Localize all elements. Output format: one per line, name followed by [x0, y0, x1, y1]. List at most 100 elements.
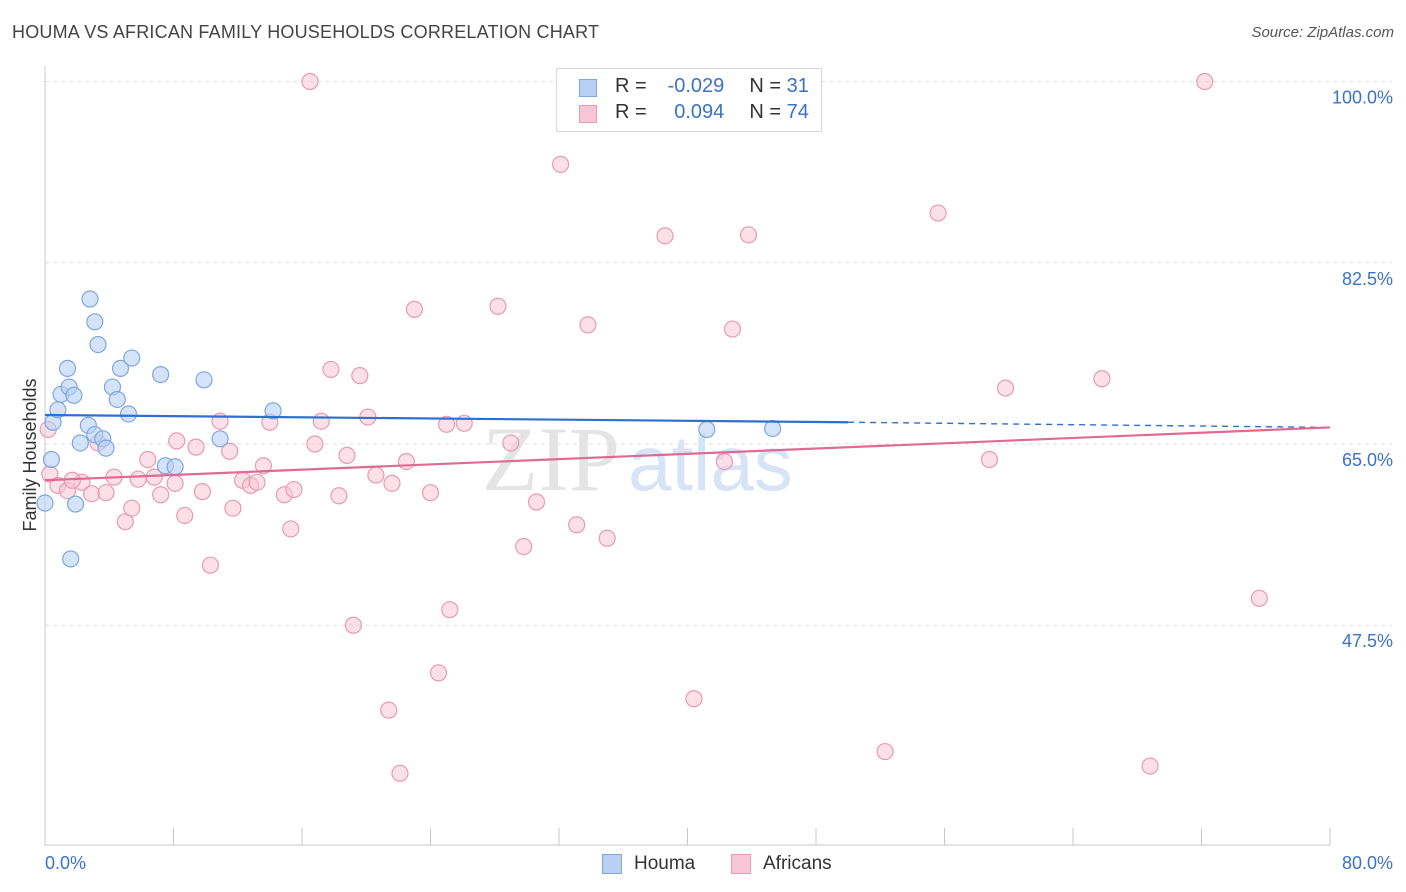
houma-point [97, 439, 115, 457]
africans-r-value: 0.094 [674, 101, 725, 123]
houma-point [42, 450, 61, 469]
y-tick-label: 100.0% [1332, 88, 1393, 108]
africans-point [441, 601, 459, 619]
n-label: N = [749, 101, 782, 123]
houma-point [166, 458, 184, 476]
africans-point [301, 72, 319, 91]
houma-point [62, 550, 80, 568]
africans-legend-swatch [731, 854, 751, 874]
houma-point [58, 359, 77, 377]
africans-swatch [579, 105, 597, 123]
correlation-legend: R = -0.029 N = 31 R = 0.094 N = 74 [556, 68, 822, 132]
houma-n-value: 31 [786, 75, 809, 97]
houma-point [36, 494, 54, 512]
africans-point [282, 520, 300, 538]
africans-point [322, 360, 340, 379]
africans-point [254, 457, 273, 475]
africans-point [187, 438, 205, 456]
houma-point [65, 386, 83, 404]
houma-legend-label: Houma [634, 853, 696, 874]
y-axis-label: Family Households [20, 378, 40, 531]
africans-point [1093, 370, 1111, 388]
houma-point [152, 366, 170, 384]
y-tick-label: 82.5% [1342, 269, 1393, 289]
houma-r-value: -0.029 [667, 75, 725, 97]
africans-point [224, 499, 242, 517]
africans-point [552, 155, 570, 173]
africans-point [166, 474, 184, 492]
gridlines [45, 81, 1392, 626]
houma-point [66, 495, 85, 513]
trend-lines [44, 413, 1331, 482]
africans-point [285, 480, 303, 499]
africans-point [527, 493, 546, 511]
africans-point [139, 450, 157, 469]
watermark: ZIP atlas [482, 408, 793, 510]
africans-point [929, 204, 947, 222]
africans-point [568, 516, 586, 534]
africans-point [429, 664, 448, 682]
africans-point [876, 742, 894, 761]
africans-legend-label: Africans [763, 853, 832, 874]
africans-point [437, 415, 456, 433]
houma-point [81, 290, 99, 308]
houma-point [195, 371, 213, 389]
africans-point [306, 435, 324, 453]
houma-point [264, 402, 282, 420]
africans-point [201, 556, 220, 574]
africans-point [405, 300, 424, 318]
houma-legend-swatch [602, 854, 622, 874]
houma-trend-line [44, 413, 849, 424]
africans-point [1141, 757, 1159, 775]
africans-point [367, 466, 385, 484]
houma-point [108, 390, 126, 409]
chart-title: HOUMA VS AFRICAN FAMILY HOUSEHOLDS CORRE… [12, 22, 600, 42]
n-label: N = [749, 75, 782, 97]
africans-trend-line [44, 426, 1331, 482]
africans-point [82, 485, 101, 503]
africans-point [397, 453, 416, 471]
africans-point [152, 486, 170, 504]
y-tick-label: 47.5% [1342, 631, 1393, 651]
houma-point [111, 359, 130, 377]
africans-point [685, 690, 703, 708]
houma-point [119, 405, 138, 423]
africans-point [598, 529, 616, 547]
africans-point [123, 499, 141, 517]
africans-point [221, 442, 239, 460]
r-label: R = [615, 75, 647, 97]
houma-point [698, 420, 716, 439]
africans-point [391, 764, 409, 782]
source-label: Source: ZipAtlas.com [1251, 24, 1394, 41]
africans-point [996, 379, 1015, 397]
houma-point [86, 313, 104, 331]
africans-point [168, 432, 186, 450]
africans-point [715, 453, 734, 471]
africans-point [1196, 72, 1214, 91]
africans-point [330, 487, 348, 505]
africans-point [380, 701, 398, 719]
houma-point [123, 349, 141, 367]
africans-point [502, 434, 520, 452]
houma-point [71, 434, 89, 452]
africans-point [351, 367, 369, 385]
africans-point [489, 297, 507, 315]
africans-point [739, 226, 758, 244]
houma-point [211, 430, 229, 448]
africans-point [980, 450, 999, 469]
x-tick-label: 0.0% [45, 853, 86, 873]
africans-point [383, 474, 401, 492]
africans-point [656, 227, 674, 245]
africans-point [193, 483, 212, 501]
africans-point [338, 446, 356, 464]
africans-point [723, 320, 742, 338]
africans-point [344, 616, 362, 634]
africans-point [1250, 589, 1268, 607]
r-label: R = [615, 101, 647, 123]
africans-points [39, 72, 1268, 782]
houma-point [89, 335, 107, 354]
africans-point [421, 484, 440, 502]
houma-points [36, 290, 782, 568]
africans-point [248, 473, 266, 491]
